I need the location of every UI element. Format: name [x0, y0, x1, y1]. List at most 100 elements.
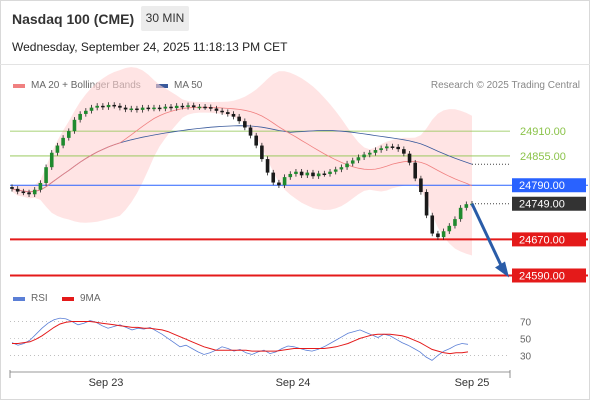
candle-body: [339, 167, 344, 170]
level-label: 24670.00: [519, 234, 565, 246]
timeframe-button[interactable]: 30 MIN: [141, 6, 189, 31]
legend-ma50-label: MA 50: [174, 80, 203, 91]
candle-body: [15, 188, 20, 192]
candle-body: [169, 106, 173, 109]
forecast-arrow-line: [470, 203, 505, 271]
candle-body: [180, 105, 185, 108]
candle-body: [305, 172, 310, 176]
candle-body: [78, 113, 82, 120]
candle-body: [316, 173, 321, 177]
candle-body: [362, 154, 366, 158]
candle-body: [288, 173, 293, 178]
ma9-swatch: [62, 296, 74, 301]
candle-body: [55, 145, 60, 153]
candle-body: [396, 146, 400, 150]
candle-body: [453, 219, 457, 226]
candle-body: [21, 191, 26, 194]
candle-body: [106, 104, 111, 108]
candle-body: [248, 127, 253, 136]
legend-ma50: MA 50: [156, 80, 202, 91]
candle-body: [345, 163, 349, 168]
candle-body: [118, 105, 122, 108]
rsi-line: [11, 317, 469, 361]
candle-body: [447, 225, 452, 232]
rsi-swatch: [13, 296, 25, 301]
legend-ma20-label: MA 20 + Bollinger Bands: [31, 80, 141, 91]
candle-body: [254, 135, 258, 146]
timestamp: Wednesday, September 24, 2025 11:18:13 P…: [12, 40, 288, 54]
candle-body: [191, 105, 196, 108]
rsi-tick-label: 70: [520, 317, 532, 328]
level-badge: [512, 178, 586, 193]
legend-ma20: MA 20 + Bollinger Bands: [13, 80, 141, 91]
legend-rsi-label: RSI: [31, 293, 48, 304]
candle-body: [373, 150, 378, 153]
candle-body: [214, 108, 219, 111]
legend-rsi: RSI: [13, 293, 48, 304]
candle-body: [424, 192, 429, 216]
rsi-tick-label: 50: [520, 334, 532, 345]
candle-body: [458, 207, 463, 220]
bollinger-band: [12, 67, 472, 256]
candle-body: [129, 108, 134, 111]
candle-body: [95, 105, 99, 108]
candle-body: [112, 104, 117, 107]
candle-body: [333, 169, 338, 172]
candle-body: [44, 167, 48, 183]
candle-body: [101, 105, 105, 108]
candle-body: [66, 131, 71, 138]
legend-ma9-label: 9MA: [80, 293, 101, 304]
candle-body: [294, 171, 298, 174]
rsi-ma-line: [12, 321, 469, 355]
level-label: 24749.00: [519, 199, 565, 211]
candle-body: [350, 160, 355, 164]
level-label: 24790.00: [519, 180, 565, 192]
forecast-arrow-head: [495, 261, 509, 278]
candle-body: [27, 192, 31, 195]
candle-body: [208, 107, 213, 109]
ma20-line: [11, 106, 473, 193]
candle-body: [322, 173, 327, 176]
ma50-swatch: [156, 83, 168, 88]
x-tick-label: Sep 23: [89, 377, 124, 389]
ma20-swatch: [13, 83, 25, 88]
candle-body: [32, 189, 37, 195]
candle-body: [390, 146, 395, 148]
candle-body: [186, 105, 190, 107]
x-tick-label: Sep 25: [455, 377, 490, 389]
candle-body: [260, 145, 264, 160]
candle-body: [84, 110, 88, 114]
candle-body: [265, 159, 270, 173]
candle-body: [299, 171, 304, 176]
divider: [0, 64, 590, 65]
x-tick-label: Sep 24: [276, 377, 311, 389]
candle-body: [38, 182, 43, 190]
candle-body: [311, 172, 315, 177]
candle-body: [146, 107, 151, 110]
level-badge: [512, 196, 586, 211]
candle-body: [157, 107, 162, 110]
candle-body: [436, 233, 440, 238]
candle-body: [367, 152, 372, 155]
candle-body: [10, 187, 14, 189]
level-label: 24590.00: [519, 270, 565, 282]
candle-body: [407, 153, 412, 163]
candle-body: [203, 106, 207, 109]
candle-body: [140, 107, 145, 110]
candle-body: [402, 149, 406, 154]
research-credit: Research © 2025 Trading Central: [430, 80, 580, 91]
candle-body: [271, 172, 276, 183]
candle-body: [277, 182, 281, 186]
candle-body: [413, 162, 418, 179]
rsi-tick-label: 30: [520, 351, 532, 362]
level-badge: [512, 268, 586, 283]
candle-body: [49, 152, 54, 168]
candle-body: [163, 106, 168, 109]
candle-body: [385, 146, 389, 149]
candle-body: [226, 112, 230, 114]
candle-body: [328, 171, 332, 174]
legend-ma9: 9MA: [62, 293, 101, 304]
candle-body: [197, 106, 202, 109]
candle-body: [464, 204, 469, 208]
